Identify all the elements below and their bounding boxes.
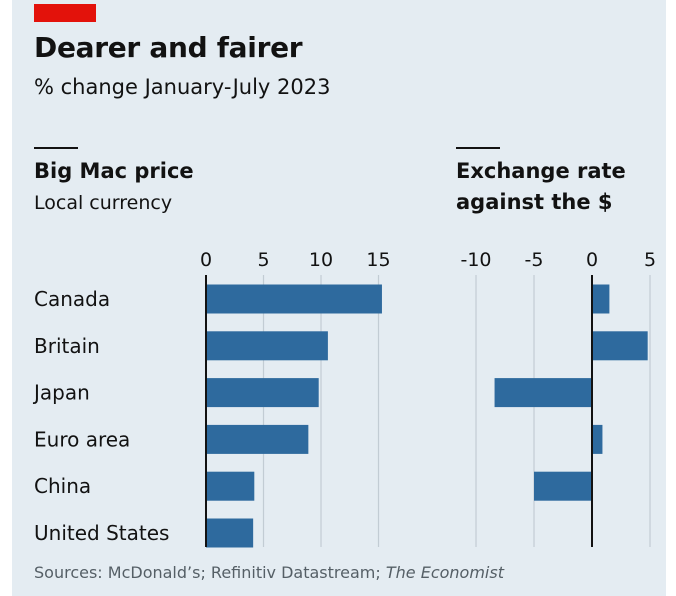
bar — [206, 424, 309, 454]
source-text: Sources: McDonald’s; Refinitiv Datastrea… — [34, 563, 386, 582]
accent-bar — [34, 4, 96, 22]
tick-label: 5 — [257, 249, 269, 271]
bar — [206, 518, 254, 548]
left-panel-title: Big Mac price — [34, 159, 194, 183]
right-panel-title-line1: Exchange rate — [456, 159, 626, 183]
bar — [206, 331, 328, 361]
bar — [592, 284, 610, 314]
bar — [592, 331, 648, 361]
source-note: Sources: McDonald’s; Refinitiv Datastrea… — [34, 563, 504, 582]
tick-label: -5 — [525, 249, 544, 271]
tick-label: 0 — [200, 249, 212, 271]
right-panel-title-line2: against the $ — [456, 190, 613, 214]
bar — [494, 378, 592, 408]
bar — [592, 424, 603, 454]
category-label: Euro area — [34, 427, 130, 451]
bar — [206, 284, 382, 314]
category-label: Japan — [32, 381, 90, 405]
right-panel-rule — [456, 147, 500, 149]
tick-label: 10 — [309, 249, 333, 271]
left-panel-subtitle: Local currency — [34, 192, 173, 214]
bar — [206, 378, 319, 408]
chart-subtitle: % change January-July 2023 — [34, 75, 331, 99]
tick-label: 15 — [366, 249, 390, 271]
chart-title: Dearer and fairer — [34, 31, 303, 64]
category-label: Britain — [34, 334, 100, 358]
category-label: Canada — [34, 287, 110, 311]
left-panel-rule — [34, 147, 78, 149]
source-publication: The Economist — [385, 563, 504, 582]
tick-label: -10 — [460, 249, 491, 271]
category-label: China — [34, 474, 91, 498]
bar — [534, 471, 592, 501]
category-label: United States — [34, 521, 169, 545]
tick-label: 5 — [644, 249, 656, 271]
tick-label: 0 — [586, 249, 598, 271]
bar — [206, 471, 255, 501]
